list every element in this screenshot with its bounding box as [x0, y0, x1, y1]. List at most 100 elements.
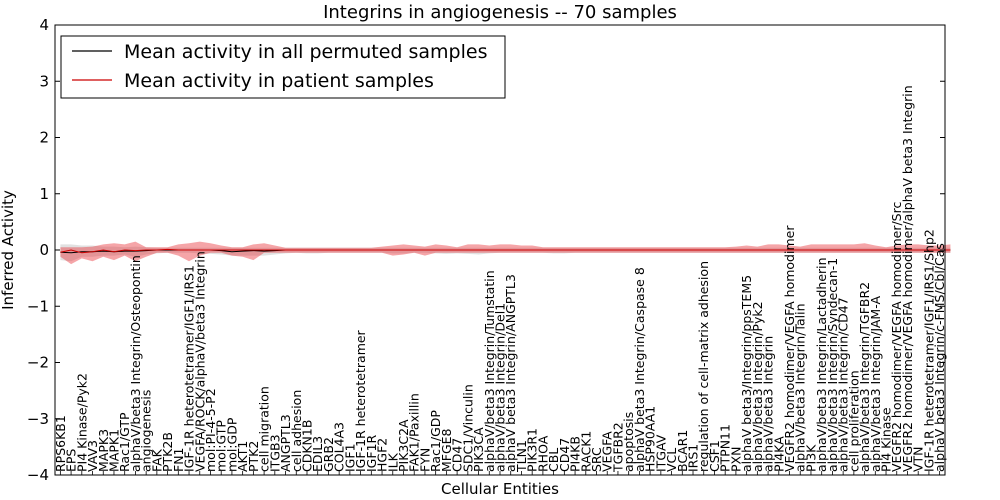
- x-tick-label: SDC1/Vinculin: [460, 384, 475, 472]
- x-tick-label: mol:GTP: [214, 420, 229, 472]
- x-tick-label: alphaV/beta3 Integrin/Osteopontin: [128, 255, 143, 472]
- x-tick-label: alphaV beta3 Integrin/ANGPTL3: [503, 274, 518, 472]
- x-tick-label: regulation of cell-matrix adhesion: [696, 261, 711, 472]
- x-tick-label: HGF2: [375, 438, 390, 472]
- y-tick-label: 1: [39, 185, 49, 203]
- x-tick-label: PXN: [728, 447, 743, 472]
- x-tick-label: angiogenesis: [139, 390, 154, 472]
- legend-label-permuted: Mean activity in all permuted samples: [124, 41, 487, 63]
- x-tick-label: alphaV/beta3 Integrin: [761, 336, 776, 472]
- x-tick-label: MFGE8: [439, 428, 454, 472]
- x-tick-label: PTK2B: [160, 432, 175, 472]
- x-tick-label: IRS1: [686, 444, 701, 472]
- x-tick-label: HSP90AA1: [643, 406, 658, 472]
- x-axis-label: Cellular Entities: [441, 480, 559, 498]
- x-tick-label: FAK: [149, 448, 164, 472]
- x-tick-label: EDIL3: [310, 436, 325, 472]
- x-tick-label: RPS6KB1: [53, 415, 68, 472]
- x-tick-label: Rac1/GDP: [428, 410, 443, 472]
- x-tick-label: PI3K: [804, 444, 819, 472]
- x-tick-label: IGF1: [342, 443, 357, 472]
- x-tick-label: CBL: [546, 448, 561, 472]
- x-tick-label: CD47: [557, 438, 572, 472]
- x-tick-label: CSF1: [707, 440, 722, 472]
- x-tick-label: mol:GDP: [224, 417, 239, 472]
- y-tick-label: −1: [27, 297, 49, 315]
- x-tick-label: VEGFA: [600, 431, 615, 472]
- x-tick-label: COL4A3: [332, 422, 347, 472]
- x-tick-label: BCAR1: [675, 430, 690, 472]
- x-tick-label: alphaV/beta3 Integrin/TGFBR2: [857, 282, 872, 472]
- x-tick-label: alphaV/beta3 Integrin/CD47: [836, 297, 851, 472]
- x-tick-label: cell proliferation: [846, 370, 861, 472]
- x-tick-label: VEGFA/ROCK/alphaV/beta3 Integrin: [192, 251, 207, 472]
- x-tick-label: PI4 Kinase/Pyk2: [74, 373, 89, 472]
- x-tick-label: EPS: [64, 449, 79, 472]
- x-tick-label: IGF1R: [364, 434, 379, 472]
- x-tick-label: cell migration: [257, 386, 272, 472]
- x-tick-label: ILK: [385, 452, 400, 472]
- patient-range-band: [60, 241, 951, 265]
- x-tick-label: RACK1: [578, 431, 593, 472]
- x-tick-label: ITGB3: [267, 434, 282, 472]
- x-tick-label: PI4 Kinase: [879, 407, 894, 472]
- x-tick-label: Rac1/GTP: [117, 412, 132, 472]
- x-tick-label: IGF-1R heterotetramer/IGF1/IRS1/Shp2: [921, 229, 936, 472]
- y-tick-label: −4: [27, 466, 49, 484]
- x-tick-label: alphaV/beta3 Integrin/Talin: [793, 304, 808, 473]
- x-tick-label: PTK2: [246, 441, 261, 472]
- x-tick-label: FAK1/Paxillin: [407, 393, 422, 472]
- legend-label-patient: Mean activity in patient samples: [124, 70, 434, 92]
- x-tick-label: VCL: [664, 448, 679, 472]
- x-tick-label: alphaV/beta3 Integrin/Pyk2: [750, 301, 765, 472]
- x-tick-label: TGFBR2: [611, 422, 626, 473]
- x-tick-label: alphaV beta3 Integrin/c-FMS/Cbl/Cas: [932, 243, 947, 472]
- chart-title: Integrins in angiogenesis -- 70 samples: [323, 2, 677, 23]
- x-tick-label: GRB2: [321, 437, 336, 472]
- legend: Mean activity in all permuted samples Me…: [60, 35, 506, 99]
- x-tick-label: PIK3R1: [525, 428, 540, 472]
- x-tick-label: alphaV beta3 Integrin/Caspase 8: [632, 267, 647, 472]
- y-tick-label: 0: [39, 241, 49, 259]
- x-tick-label: alphaV/beta3 Integrin/Lactadherin: [814, 257, 829, 472]
- x-tick-label: alphaV beta3/Integrin/ppsTEM5: [739, 275, 754, 472]
- x-tick-label: FN1: [171, 448, 186, 473]
- x-tick-label: mol:PI-4-5-P2: [203, 388, 218, 472]
- x-tick-label: IGF-1R heterotetramer/IGF1/IRS1: [182, 265, 197, 472]
- x-tick-label: VEGFR2 homodimer/VEGFA homodimer/Src: [889, 202, 904, 472]
- x-tick-label: FYN: [417, 448, 432, 472]
- legend-box: [60, 35, 506, 99]
- y-tick-label: −2: [27, 354, 49, 372]
- x-tick-label: ANGPTL3: [278, 414, 293, 472]
- x-tick-label: alphaV/beta3 Integrin/Del1: [493, 303, 508, 472]
- x-tick-label: VEGFR2 homodimer/VEGFA homodimer: [782, 225, 797, 472]
- x-tick-label: MAPK3: [96, 429, 111, 472]
- x-tick-label: SRC: [589, 447, 604, 472]
- y-tick-label: 4: [39, 16, 49, 34]
- permuted-range-band: [60, 244, 951, 262]
- x-tick-label: MAPK1: [107, 429, 122, 472]
- x-tick-label: cell adhesion: [289, 390, 304, 472]
- x-tick-label: PIK3CA: [471, 427, 486, 472]
- x-tick-label: IGF-1R heterotetramer: [353, 329, 368, 472]
- x-tick-label: VAV3: [85, 440, 100, 472]
- x-tick-label: CDKN1B: [300, 420, 315, 472]
- x-tick-label: apoptosis: [621, 412, 636, 472]
- x-tick-label: VTN: [911, 446, 926, 472]
- x-tick-label: ITGAV: [653, 434, 668, 472]
- x-tick-label: PTPN11: [718, 424, 733, 472]
- y-tick-label: 2: [39, 129, 49, 147]
- y-tick-label: 3: [39, 72, 49, 90]
- x-tick-label: CD47: [450, 438, 465, 472]
- x-tick-label: alphaV/beta3 Integrin/Syndecan-1: [825, 258, 840, 472]
- x-tick-label: RHOA: [535, 435, 550, 472]
- x-tick-label: PIK3C2A: [396, 419, 411, 472]
- x-tick-label: PI4KA: [771, 436, 786, 472]
- x-tick-label: TLN1: [514, 440, 529, 473]
- x-tick-label: alphaV/beta3 Integrin/Tumstatin: [482, 270, 497, 472]
- y-axis-label: Inferred Activity: [0, 190, 17, 310]
- x-tick-label: AKT1: [235, 441, 250, 472]
- x-tick-label: alphaV/beta3 Integrin/JAM-A: [868, 296, 883, 472]
- patient-mean-line: [60, 248, 951, 254]
